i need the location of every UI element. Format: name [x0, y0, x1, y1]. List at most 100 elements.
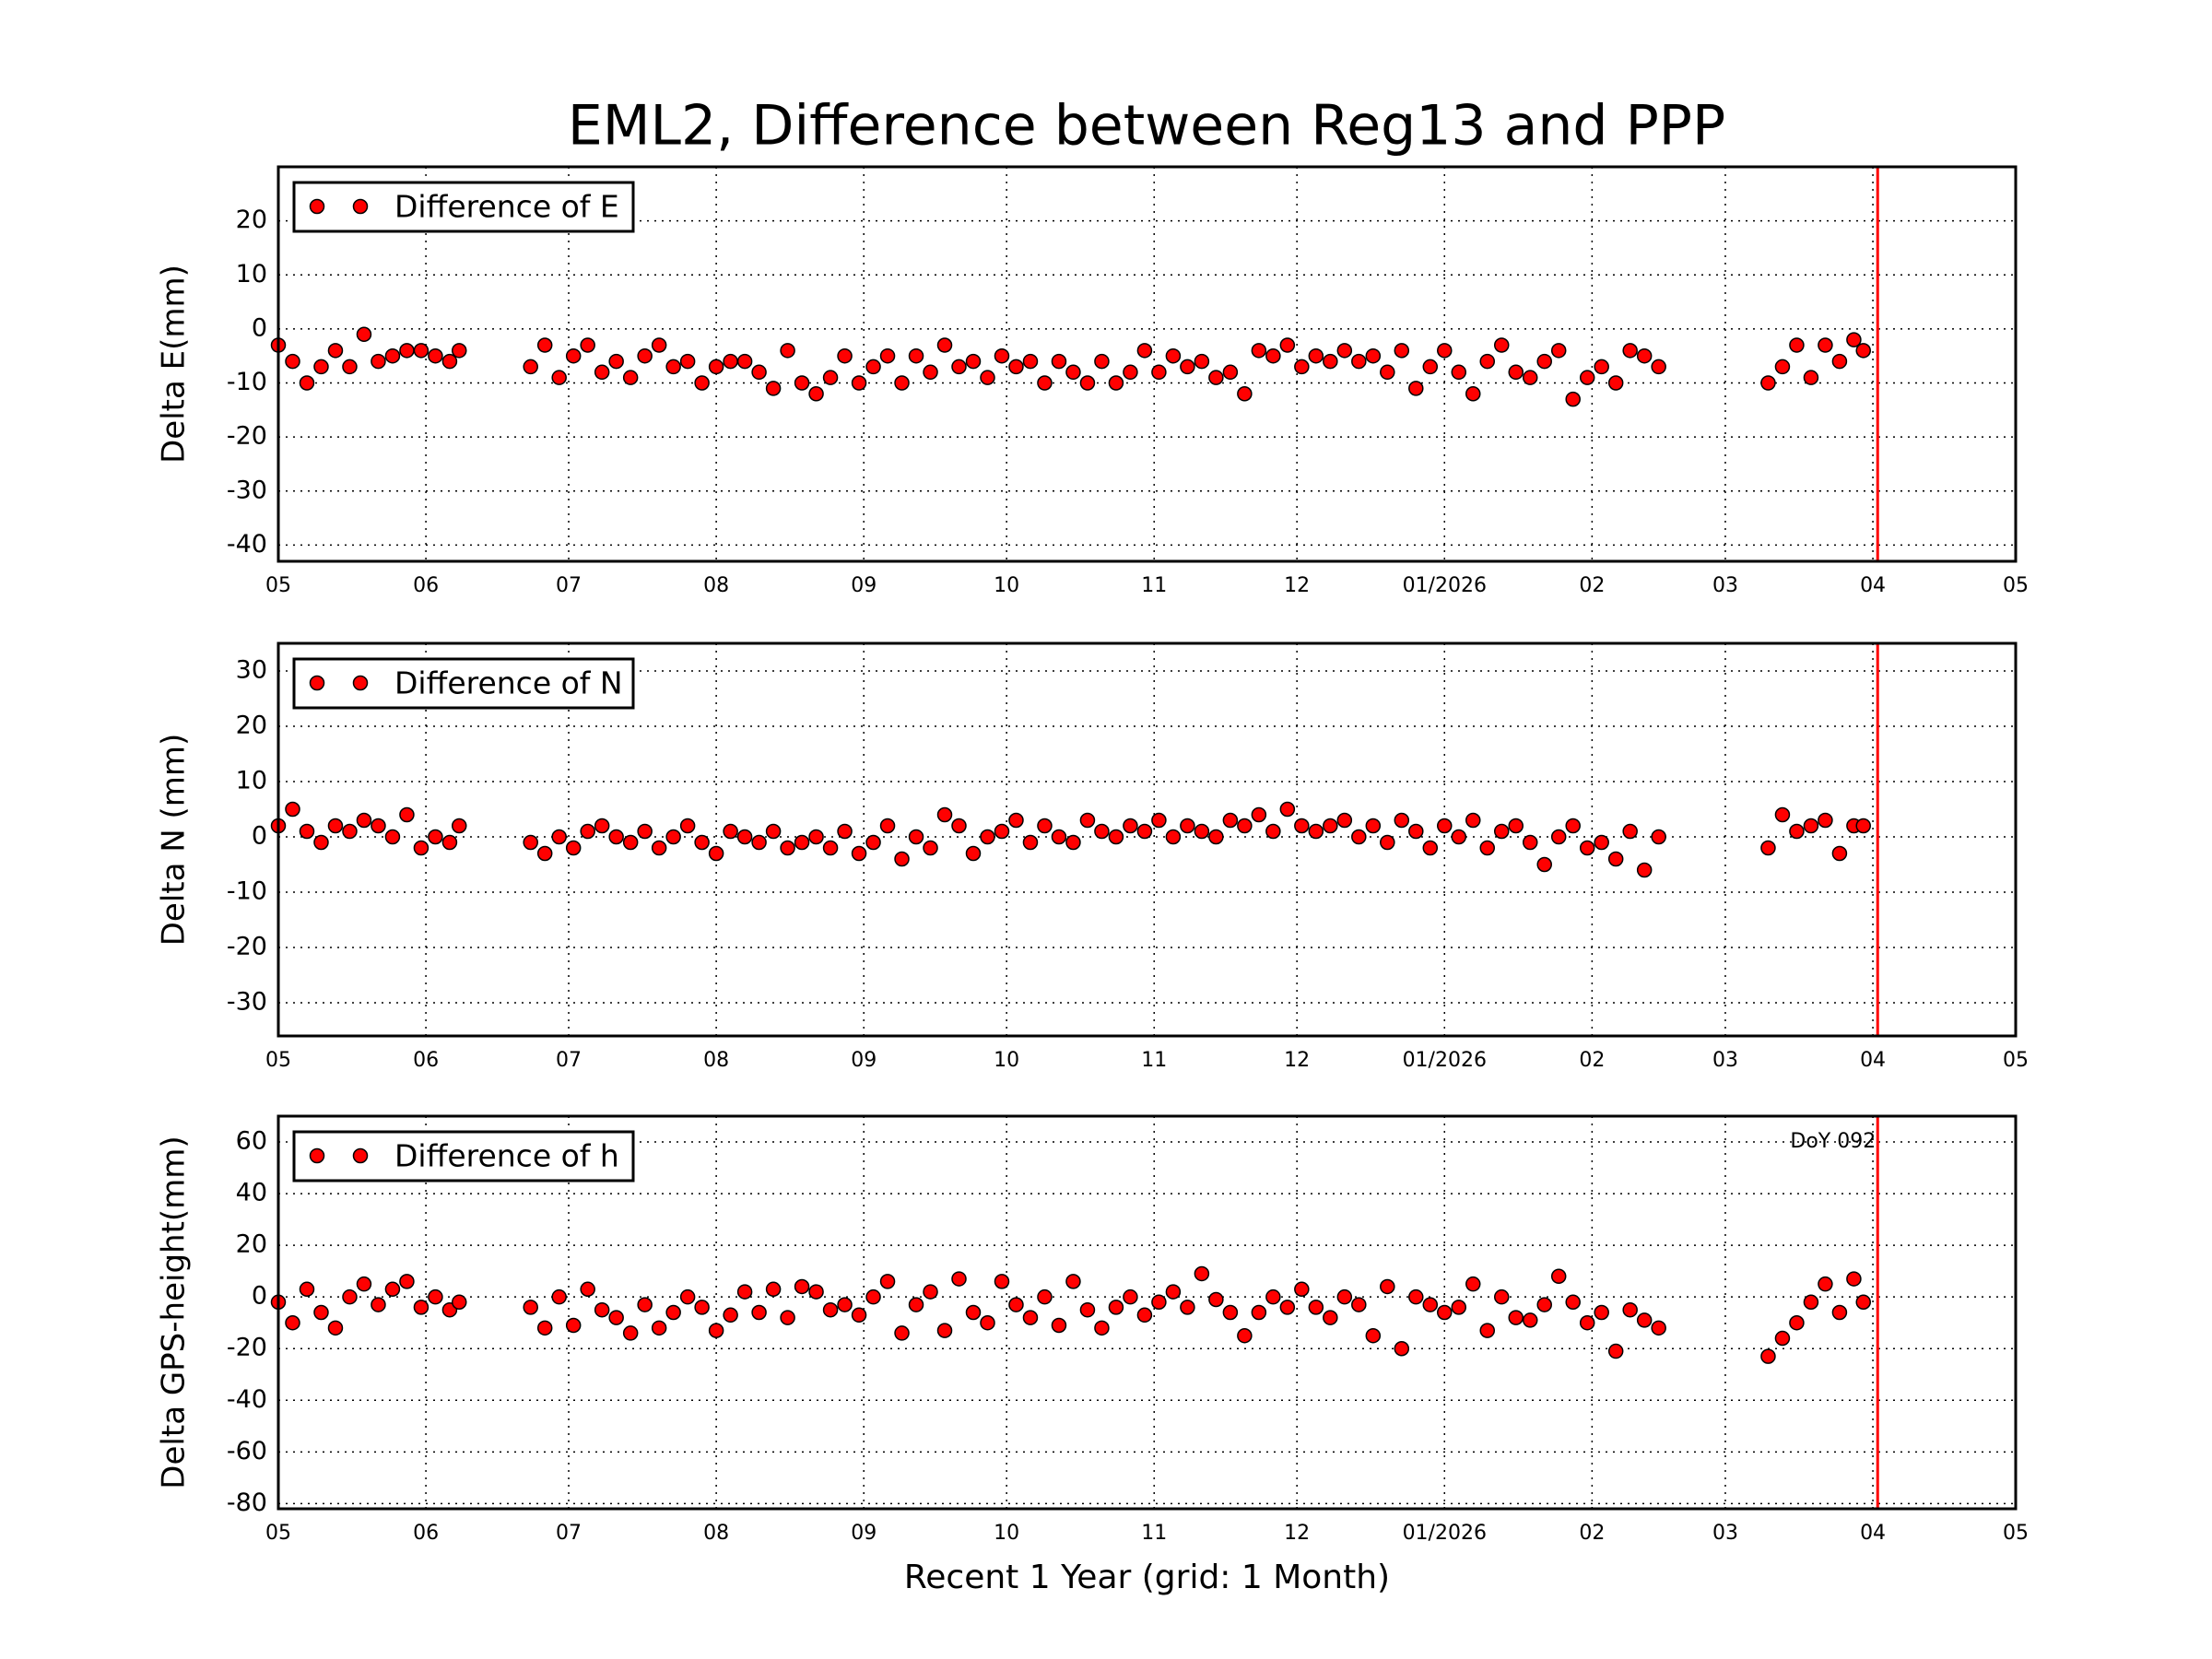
data-point: [665, 359, 681, 375]
data-point: [1465, 385, 1481, 402]
data-point: [1536, 1297, 1552, 1312]
data-point: [679, 1288, 696, 1305]
x-tick-label: 01/2026: [1403, 574, 1487, 597]
data-point: [1622, 343, 1638, 359]
data-point: [1550, 829, 1567, 845]
data-point: [1265, 347, 1281, 364]
y-tick-label: -20: [227, 933, 267, 961]
legend-marker: [352, 1147, 369, 1164]
data-point: [1108, 829, 1124, 845]
data-point: [908, 829, 924, 845]
data-point: [923, 1284, 938, 1300]
data-point: [1079, 1301, 1096, 1318]
data-point: [1094, 353, 1110, 370]
data-point: [342, 359, 358, 375]
data-point: [694, 834, 710, 851]
data-point: [1536, 856, 1552, 873]
data-point: [679, 353, 696, 370]
data-point: [399, 806, 415, 823]
annotation: DoY 092: [1790, 1130, 1876, 1153]
data-point: [1336, 812, 1353, 829]
x-tick-label: 11: [1141, 1522, 1167, 1545]
x-tick-label: 07: [556, 574, 582, 597]
data-point: [608, 829, 624, 845]
data-point: [399, 343, 415, 359]
legend-box: [292, 181, 635, 233]
data-point: [1565, 818, 1581, 834]
x-tick-label: 05: [265, 1049, 291, 1072]
data-point: [327, 818, 344, 834]
data-point: [1051, 1317, 1067, 1334]
data-point: [1165, 1284, 1182, 1300]
data-point: [285, 353, 300, 370]
data-point: [1774, 1330, 1791, 1347]
data-point: [523, 1300, 538, 1315]
data-point: [1408, 1288, 1424, 1305]
data-point: [384, 829, 401, 845]
data-point: [1008, 812, 1024, 829]
data-point: [837, 347, 853, 364]
data-point: [951, 359, 967, 375]
data-point: [1265, 823, 1281, 840]
y-tick-label: 10: [236, 260, 267, 288]
data-point: [1222, 1304, 1239, 1321]
y-tick-label: 20: [236, 712, 267, 740]
data-point: [1065, 834, 1081, 851]
data-point: [879, 818, 896, 834]
data-point: [327, 343, 344, 359]
y-tick-label: 0: [252, 1282, 267, 1311]
data-point: [1336, 1288, 1353, 1305]
data-point: [1051, 829, 1067, 845]
data-point: [580, 823, 595, 840]
data-point: [594, 1301, 610, 1318]
legend-label: Difference of E: [394, 189, 619, 225]
x-tick-label: 07: [556, 1049, 582, 1072]
x-tick-label: 12: [1284, 1049, 1310, 1072]
data-point: [327, 1320, 344, 1336]
data-point: [736, 353, 753, 370]
data-point: [1508, 818, 1524, 834]
data-point: [1323, 818, 1338, 834]
data-point: [1622, 1301, 1638, 1318]
data-point: [1022, 1310, 1039, 1325]
data-point: [1465, 812, 1481, 829]
data-point: [822, 370, 839, 385]
data-point: [451, 343, 467, 359]
x-tick-label: 08: [703, 1522, 729, 1545]
data-point: [622, 370, 639, 385]
data-point: [751, 364, 767, 381]
data-point: [1251, 1304, 1267, 1321]
data-point: [1008, 1297, 1024, 1312]
x-axis-label: Recent 1 Year (grid: 1 Month): [904, 1559, 1390, 1596]
y-tick-label: -30: [227, 988, 267, 1017]
data-point: [708, 359, 724, 375]
data-point: [1493, 823, 1510, 840]
figure-title: EML2, Difference between Reg13 and PPP: [568, 94, 1725, 159]
data-point: [1365, 1327, 1382, 1344]
data-point: [1151, 1294, 1167, 1311]
data-point: [694, 1300, 710, 1315]
data-point: [1408, 823, 1424, 840]
data-point: [1774, 806, 1791, 823]
data-point: [822, 1301, 839, 1318]
x-tick-label: 05: [2003, 574, 2029, 597]
data-point: [708, 1323, 724, 1338]
data-point: [1607, 1343, 1624, 1359]
data-point: [1351, 1297, 1367, 1312]
data-point: [1380, 1278, 1395, 1295]
data-point: [523, 834, 538, 851]
data-point: [1803, 370, 1819, 385]
data-point: [1065, 1274, 1081, 1289]
data-point: [1336, 343, 1353, 359]
data-point: [1760, 840, 1776, 856]
data-point: [1846, 1271, 1862, 1287]
data-point: [1522, 834, 1538, 851]
data-point: [765, 381, 782, 396]
x-tick-label: 04: [1860, 1522, 1886, 1545]
data-point: [1536, 353, 1552, 370]
data-point: [780, 1310, 795, 1325]
x-tick-label: 01/2026: [1403, 1522, 1487, 1545]
y-tick-label: 30: [236, 656, 267, 685]
data-point: [551, 1288, 567, 1305]
data-point: [1165, 347, 1182, 364]
